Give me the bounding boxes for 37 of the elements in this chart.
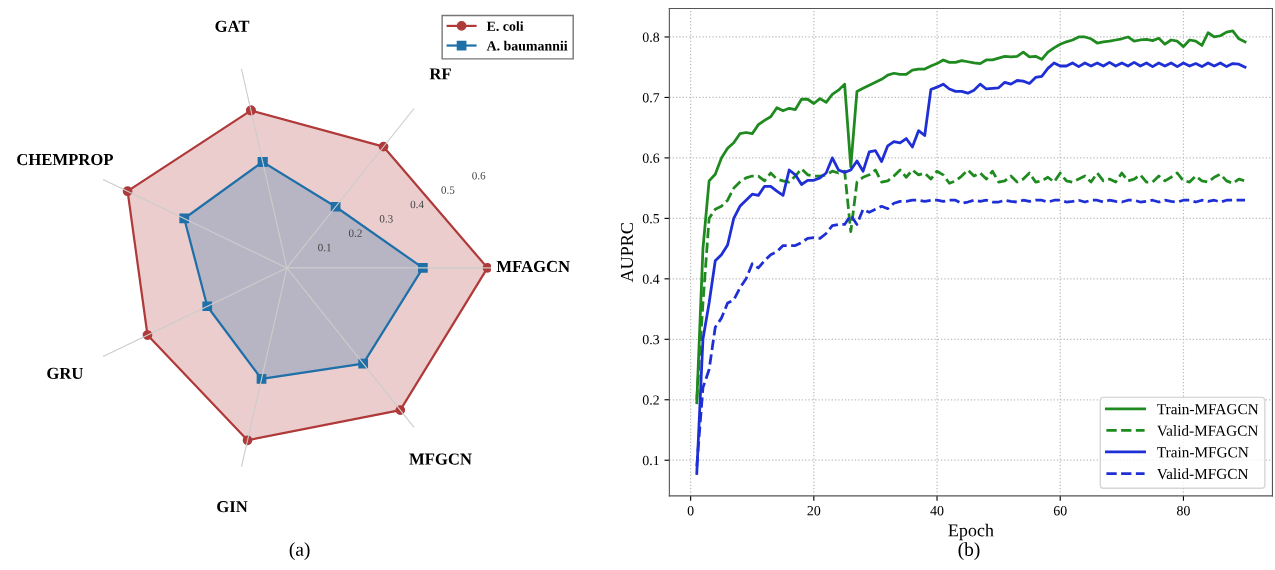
y-axis-title: AUPRC	[620, 223, 634, 283]
spoke-label: GAT	[215, 20, 250, 32]
x-tick-label: 40	[930, 506, 944, 516]
spoke-label: MFAGCN	[496, 260, 570, 273]
y-tick-label: 0.4	[410, 200, 424, 209]
spoke-label: MFGCN	[409, 453, 472, 465]
spoke-label: GIN	[217, 501, 248, 513]
legend-label: A. baumannii	[486, 40, 568, 51]
x-axis-title: Epoch	[948, 523, 994, 541]
text: (a)	[289, 542, 310, 560]
spoke-label: CHEMPROP	[17, 153, 114, 166]
spoke-label: GRU	[47, 367, 84, 379]
legend-label: Valid-MFAGCN	[1156, 425, 1259, 436]
y-tick-label: 0.6	[642, 153, 660, 163]
legend-label: Valid-MFGCN	[1156, 468, 1249, 480]
y-tick-label: 0.1	[318, 243, 331, 252]
y-tick-label: 0.2	[642, 395, 659, 405]
x-tick-label: 20	[807, 506, 821, 516]
y-tick-label: 0.7	[642, 93, 660, 103]
x-tick-label: 0	[687, 506, 694, 516]
y-tick-label: 0.3	[379, 215, 393, 223]
y-tick-label: 0.1	[642, 455, 659, 466]
legend-label: Train-MFGCN	[1157, 447, 1249, 458]
y-tick-label: 0.6	[472, 171, 486, 180]
legend-label: E. coli	[486, 21, 524, 31]
y-tick-label: 0.8	[642, 32, 660, 42]
line-series	[695, 29, 1247, 405]
y-tick-label: 0.3	[642, 334, 660, 345]
y-tick-label: 0.5	[642, 213, 660, 224]
y-tick-label: 0.2	[348, 229, 362, 237]
spoke-label: RF	[429, 68, 451, 80]
y-tick-label: 0.4	[642, 274, 660, 284]
x-tick-label: 80	[1177, 506, 1190, 516]
x-tick-label: 60	[1053, 506, 1067, 516]
text: (b)	[958, 542, 980, 560]
y-tick-label: 0.5	[441, 186, 455, 194]
legend-label: Train-MFAGCN	[1157, 404, 1259, 415]
